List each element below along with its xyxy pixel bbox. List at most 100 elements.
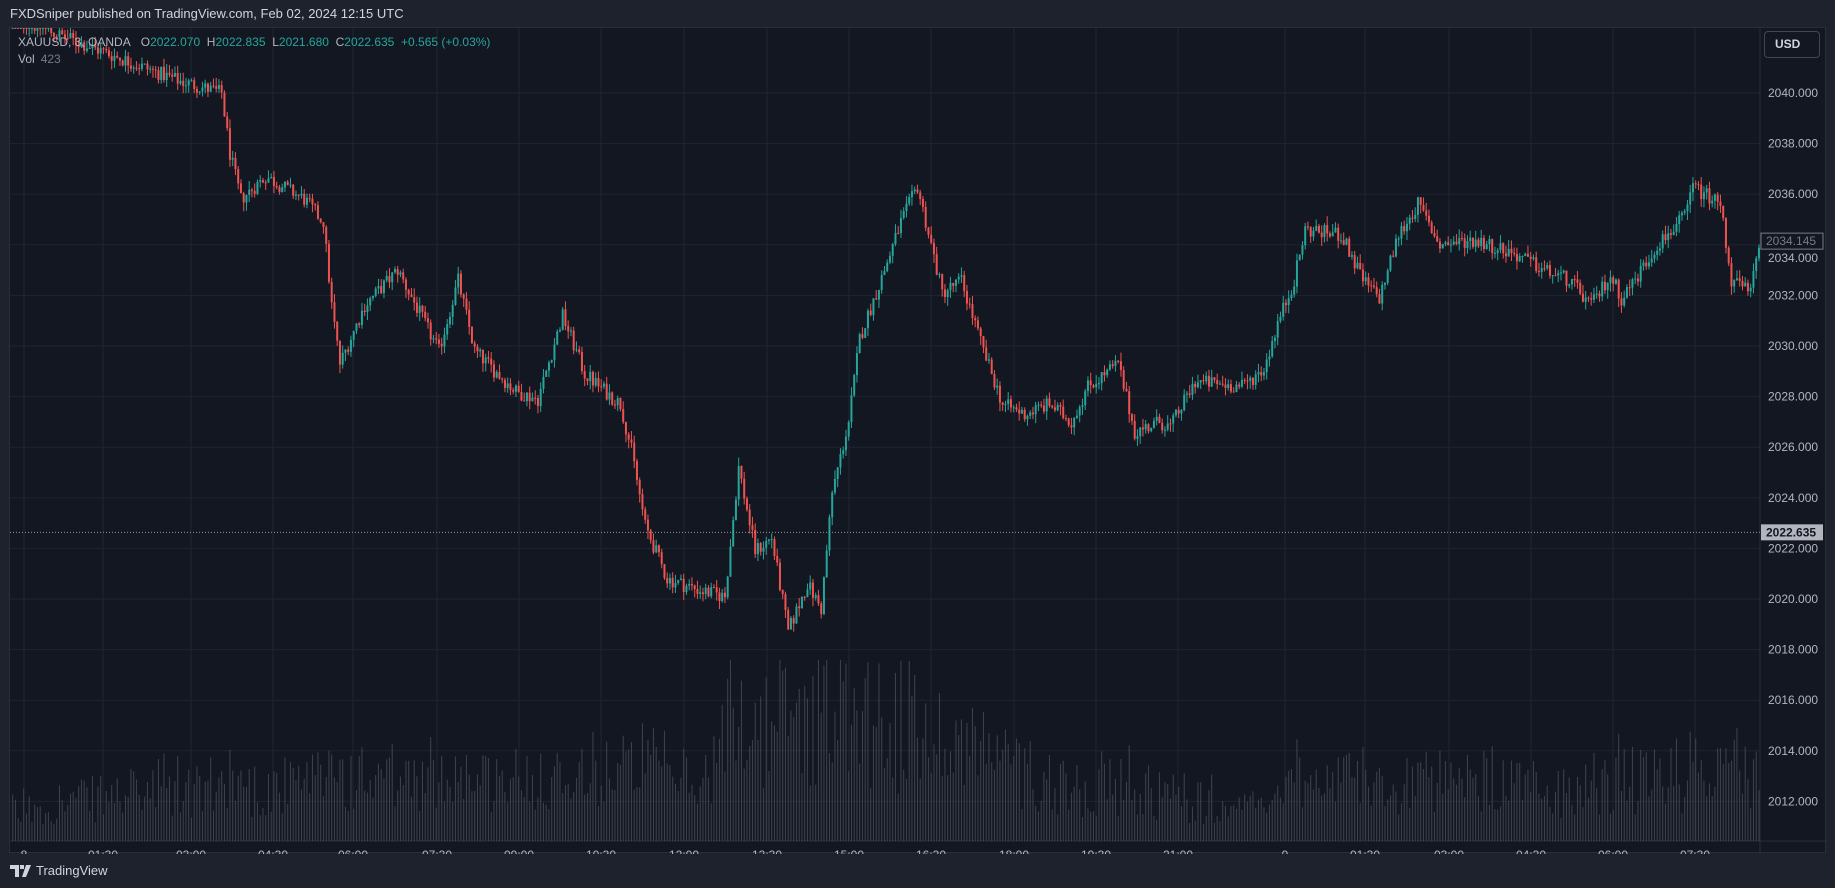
candlestick-chart[interactable]: 2040.0002038.0002036.0002034.0002032.000… <box>10 28 1827 854</box>
candle-body <box>1053 407 1056 411</box>
candle <box>1675 216 1678 237</box>
volume-bar <box>498 775 500 841</box>
candle <box>1172 412 1175 433</box>
volume-bar <box>1161 797 1163 841</box>
candle <box>1510 240 1513 261</box>
change-value: +0.565 (+0.03%) <box>401 35 491 49</box>
candle-body <box>278 187 281 192</box>
footer-brand[interactable]: TradingView <box>10 863 108 878</box>
volume-bar <box>1288 770 1290 841</box>
candle <box>1568 283 1571 289</box>
volume-bar <box>408 760 410 841</box>
candle-body <box>1389 255 1392 271</box>
volume-bar <box>562 792 564 841</box>
candle-body <box>721 592 724 602</box>
candle-body <box>784 594 787 610</box>
candle <box>492 360 495 382</box>
candle <box>1702 186 1705 208</box>
candle <box>935 246 938 276</box>
symbol-label[interactable]: XAUUSD, 3, OANDA <box>18 35 131 49</box>
candle-body <box>1661 234 1664 249</box>
candle-body <box>825 550 828 578</box>
candle <box>319 218 322 224</box>
volume-bar <box>1095 815 1097 841</box>
candle-body <box>338 340 341 365</box>
volume-bar <box>28 796 30 841</box>
candle <box>1119 352 1122 377</box>
volume-bar <box>1101 751 1103 841</box>
volume-bar <box>1337 757 1339 841</box>
volume-bar <box>317 752 319 841</box>
candle-body <box>253 190 256 194</box>
candle <box>1680 210 1683 221</box>
candle-body <box>1048 398 1051 406</box>
volume-bar <box>388 757 390 841</box>
candle-body <box>556 331 559 345</box>
x-tick-label: 12:00 <box>669 848 699 854</box>
candle <box>77 39 80 54</box>
x-tick-label: 18:00 <box>999 848 1029 854</box>
volume-bar <box>1684 796 1686 841</box>
volume-bar <box>1004 729 1006 841</box>
volume-bar <box>1301 807 1303 841</box>
candle-body <box>1466 241 1469 249</box>
candle-body <box>666 578 669 584</box>
volume-bar <box>1293 782 1295 841</box>
candle-body <box>360 310 363 325</box>
candle-body <box>778 562 781 591</box>
candle <box>1273 334 1276 349</box>
candle-body <box>679 578 682 581</box>
candle-body <box>1700 184 1703 200</box>
volume-bar <box>1007 744 1009 841</box>
candle <box>1034 401 1037 424</box>
volume-bar <box>540 753 542 841</box>
candle <box>1166 415 1169 432</box>
candle-body <box>993 374 996 388</box>
candle <box>567 320 570 339</box>
candle-body <box>1639 265 1642 282</box>
candle <box>578 345 581 355</box>
candle-body <box>1045 398 1048 412</box>
candle-body <box>619 398 622 409</box>
candle-body <box>1386 270 1389 283</box>
candle <box>971 296 974 325</box>
candle-body <box>1218 383 1221 385</box>
candle-body <box>927 227 930 235</box>
volume-bar <box>883 767 885 841</box>
chart-pane[interactable]: 2040.000 2038.000 2036.000 2034.000 2032.000… <box>9 27 1827 854</box>
candle <box>267 170 270 183</box>
volume-label: Vol <box>18 52 35 66</box>
candle <box>1177 406 1180 419</box>
candle-body <box>85 48 88 51</box>
candle-body <box>99 48 102 54</box>
candle-body <box>979 328 982 337</box>
candle <box>138 63 141 76</box>
volume-bar <box>603 801 605 841</box>
candle <box>140 57 143 72</box>
candle <box>1141 418 1144 437</box>
candle <box>633 435 636 469</box>
candle-body <box>11 28 14 29</box>
candle <box>880 270 883 294</box>
volume-bar <box>903 769 905 841</box>
volume-bar <box>311 754 313 841</box>
volume-bar <box>1013 755 1015 841</box>
volume-bar <box>1398 814 1400 841</box>
candle <box>371 295 374 301</box>
candle-body <box>165 72 168 81</box>
candle <box>1350 251 1353 260</box>
volume-bar <box>366 792 368 841</box>
volume-bar <box>760 696 762 841</box>
volume-bar <box>91 775 93 841</box>
volume-bar <box>630 741 632 841</box>
volume-bar <box>1208 790 1210 841</box>
candle-body <box>184 85 187 87</box>
volume-bar <box>1543 795 1545 841</box>
currency-button[interactable]: USD <box>1764 31 1820 58</box>
candle-body <box>935 254 938 275</box>
candle-body <box>1559 272 1562 274</box>
candle <box>1414 207 1417 222</box>
volume-bar <box>1700 760 1702 841</box>
candle-body <box>116 55 119 58</box>
volume-bar <box>1656 769 1658 841</box>
